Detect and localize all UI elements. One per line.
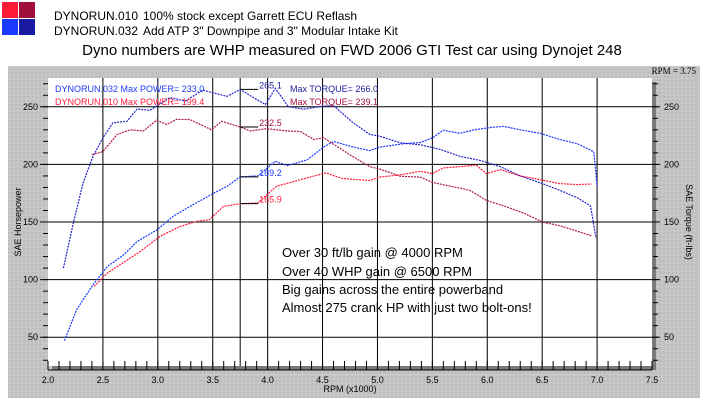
legend-swatch-032-torque <box>19 19 35 35</box>
x-tick-label: 4.0 <box>261 375 274 385</box>
cursor-readout: RPM = 3.75 <box>652 66 697 76</box>
y2-tick-label: 200 <box>664 159 679 169</box>
series-dynorun-010-power <box>93 164 592 287</box>
y2-axis-label: SAE Torque (ft-lbs) <box>684 184 694 260</box>
annotation-2: Over 40 WHP gain @ 6500 RPM <box>282 264 472 279</box>
y2-tick-label: 150 <box>664 217 679 227</box>
x-tick-label: 4.5 <box>316 375 329 385</box>
x-tick-label: 6.0 <box>481 375 494 385</box>
run-010-desc: 100% stock except Garrett ECU Reflash <box>143 9 358 23</box>
x-tick-label: 2.5 <box>97 375 110 385</box>
info-032-torque: Max TORQUE= 266.0 <box>290 84 378 94</box>
run-010-name: DYNORUN.010 <box>54 9 139 23</box>
info-010-torque: Max TORQUE= 239.1 <box>290 97 378 107</box>
y-tick-label: 50 <box>28 332 38 342</box>
annotation-3: Big gains across the entire powerband <box>282 282 503 297</box>
cursor-value-label: 232.5 <box>259 118 282 128</box>
legend-swatch-010-torque <box>19 2 35 18</box>
series-dynorun-032-torque <box>62 87 597 269</box>
y-tick-label: 200 <box>23 159 38 169</box>
run-032-name: DYNORUN.032 <box>54 24 139 38</box>
x-tick-label: 3.5 <box>206 375 219 385</box>
x-tick-label: 7.0 <box>591 375 604 385</box>
x-tick-label: 7.5 <box>646 375 659 385</box>
legend-swatch-032-power <box>2 19 18 35</box>
info-010-power: DYNORUN.010 Max POWER= 199.4 <box>55 97 204 107</box>
y2-tick-label: 250 <box>664 102 679 112</box>
y-tick-label: 100 <box>23 275 38 285</box>
chart-title: Dyno numbers are WHP measured on FWD 200… <box>82 42 622 59</box>
cursor-value-label: 265.1 <box>259 80 282 90</box>
y-tick-label: 250 <box>23 102 38 112</box>
x-tick-label: 5.0 <box>371 375 384 385</box>
y2-tick-label: 100 <box>664 275 679 285</box>
x-axis-label: RPM (x1000) <box>323 384 376 394</box>
legend-swatch-010-power <box>2 2 18 18</box>
series-dynorun-032-power <box>63 125 598 341</box>
y-axis-label: SAE Horsepower <box>13 187 23 256</box>
x-tick-label: 6.5 <box>536 375 549 385</box>
info-032-power: DYNORUN.032 Max POWER= 233.0 <box>55 84 204 94</box>
x-tick-label: 5.5 <box>426 375 439 385</box>
x-tick-label: 3.0 <box>152 375 165 385</box>
cursor-value-label: 189.2 <box>259 168 282 178</box>
annotation-4: Almost 275 crank HP with just two bolt-o… <box>282 300 532 315</box>
annotation-1: Over 30 ft/lb gain @ 4000 RPM <box>282 245 463 260</box>
cursor-value-label: 165.9 <box>259 195 282 205</box>
y2-tick-label: 50 <box>664 332 674 342</box>
x-tick-label: 2.0 <box>42 375 55 385</box>
y-tick-label: 150 <box>23 217 38 227</box>
run-032-desc: Add ATP 3" Downpipe and 3" Modular Intak… <box>143 24 398 38</box>
